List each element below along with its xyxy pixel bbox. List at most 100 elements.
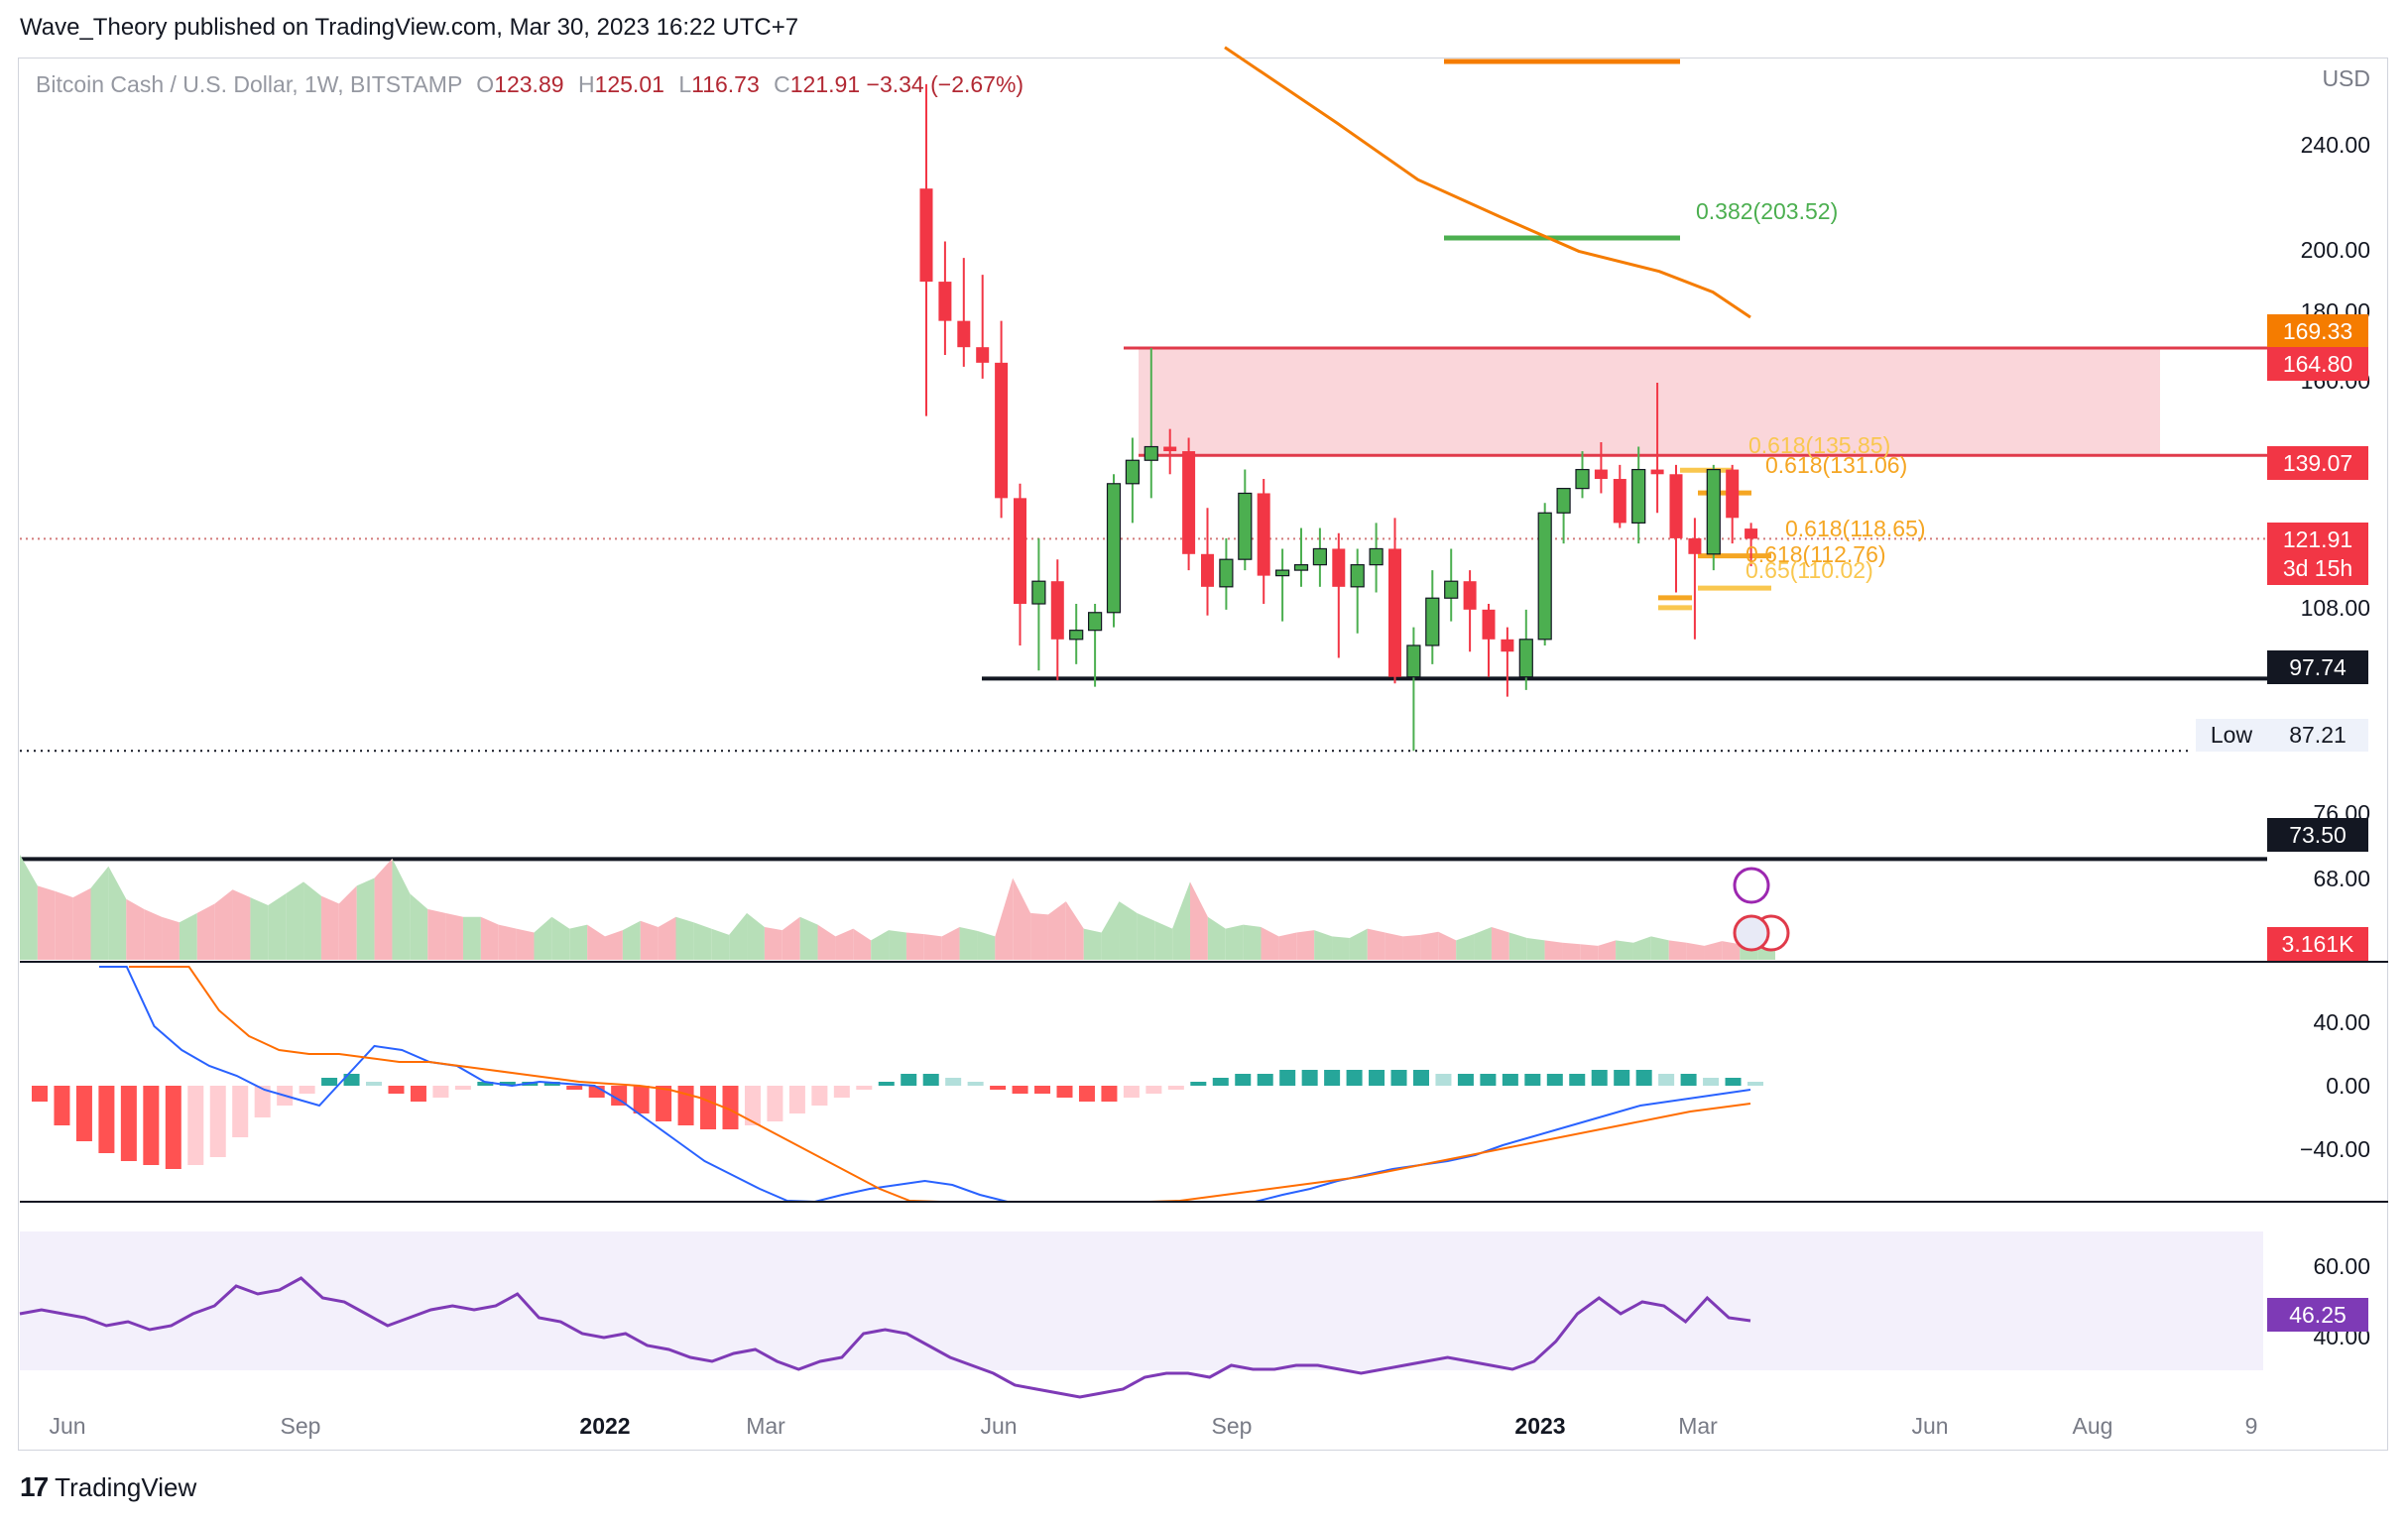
flag-event-icon [1733, 914, 1770, 952]
time-axis-label: 9 [2244, 1413, 2258, 1439]
volume-segment [587, 924, 605, 960]
macd-histogram-bar [833, 1086, 850, 1098]
volume-segment [1385, 932, 1403, 960]
volume-segment [90, 866, 109, 960]
volume-segment [1616, 940, 1633, 960]
macd-histogram-bar [1546, 1074, 1563, 1086]
macd-histogram-bar [566, 1086, 583, 1090]
volume-segment [1650, 936, 1669, 960]
volume-segment [286, 881, 304, 960]
volume-segment [268, 893, 287, 960]
macd-histogram-bar [633, 1086, 650, 1113]
candle-body [1388, 548, 1401, 677]
macd-histogram-bar [388, 1086, 405, 1094]
volume-segment [144, 908, 163, 960]
volume-segment [711, 928, 730, 960]
volume-segment [303, 881, 321, 960]
volume-segment [1367, 928, 1385, 960]
macd-histogram-bar [54, 1086, 70, 1125]
rsi-band [20, 1231, 2263, 1370]
volume-segment [356, 878, 375, 960]
macd-histogram-bar [1257, 1074, 1273, 1086]
volume-segment [693, 922, 712, 960]
time-axis-label: Sep [1211, 1413, 1253, 1439]
candle-body [938, 282, 952, 321]
volume-segment [977, 930, 996, 960]
price-badge: 97.74 [2267, 650, 2368, 684]
volume-segment [55, 890, 73, 960]
volume-segment [1508, 932, 1527, 960]
volume-segment [1686, 942, 1705, 960]
macd-histogram-bar [922, 1074, 939, 1086]
symbol-name[interactable]: Bitcoin Cash / U.S. Dollar, 1W, BITSTAMP [36, 71, 462, 97]
volume-segment [871, 930, 890, 960]
close-value: 121.91 [789, 71, 861, 97]
candle-body [1669, 474, 1683, 538]
volume-segment [1332, 936, 1350, 960]
macd-histogram-bar [1346, 1070, 1363, 1086]
price-badge: 3d 15h [2267, 551, 2368, 585]
candle-body [1350, 564, 1365, 588]
volume-segment [1562, 942, 1581, 960]
tradingview-logo[interactable]: 17 TradingView [20, 1471, 196, 1503]
macd-histogram-bar [1212, 1078, 1229, 1086]
macd-histogram-bar [722, 1086, 739, 1129]
low-label: Low [2196, 719, 2267, 752]
volume-segment [320, 895, 339, 960]
volume-segment [1349, 928, 1368, 960]
price-tick-label: 108.00 [2300, 595, 2370, 621]
volume-segment [764, 927, 783, 960]
volume-segment [640, 920, 659, 960]
candle-body [1163, 446, 1177, 452]
candle-body [1463, 581, 1477, 610]
volume-segment [658, 916, 676, 960]
candle-body [995, 362, 1009, 499]
macd-histogram-bar [254, 1086, 271, 1117]
macd-histogram-bar [1369, 1070, 1385, 1086]
time-axis-label: Mar [1678, 1413, 1718, 1439]
lightning-event-icon [1733, 867, 1770, 904]
low-label: L [678, 71, 692, 97]
macd-histogram-bar [143, 1086, 160, 1165]
candle-body [1631, 468, 1646, 525]
volume-segment [1013, 878, 1031, 960]
macd-histogram-bar [321, 1078, 338, 1086]
macd-histogram-bar [1145, 1086, 1162, 1094]
candle-body [1575, 468, 1590, 490]
macd-histogram-bar [1658, 1074, 1675, 1086]
volume-segment [1119, 901, 1138, 960]
candle-body [1031, 580, 1046, 605]
macd-histogram-bar [1324, 1070, 1341, 1086]
volume-segment [1137, 912, 1155, 960]
macd-histogram-bar [1569, 1074, 1586, 1086]
macd-histogram-bar [343, 1074, 360, 1086]
volume-segment [995, 878, 1014, 960]
candle-body [1556, 488, 1571, 514]
volume-segment [1632, 936, 1651, 960]
volume-segment [622, 920, 641, 960]
macd-tick-label: 40.00 [2313, 1009, 2370, 1035]
price-badge: 139.07 [2267, 446, 2368, 480]
candle-body [1201, 553, 1214, 587]
fib-label: 0.618(131.06) [1765, 452, 1908, 478]
candle-body [1219, 558, 1234, 588]
price-badge: 164.80 [2267, 347, 2368, 381]
macd-histogram-bar [499, 1082, 516, 1086]
volume-segment [1065, 901, 1084, 960]
low-value: 87.21 [2267, 719, 2368, 752]
time-axis-label: Jun [980, 1413, 1018, 1439]
candle-body [1706, 468, 1721, 555]
macd-histogram-bar [788, 1086, 805, 1113]
macd-histogram-bar [990, 1086, 1007, 1090]
tradingview-logo-icon: 17 [20, 1471, 49, 1502]
volume-segment [37, 885, 56, 960]
volume-segment [498, 924, 517, 960]
volume-segment [782, 916, 800, 960]
price-tick-label: 240.00 [2300, 132, 2370, 158]
candle-body [1238, 492, 1253, 560]
volume-segment [1438, 931, 1457, 960]
candle-body [1087, 612, 1103, 632]
volume-segment [232, 889, 251, 960]
volume-segment [889, 930, 906, 960]
